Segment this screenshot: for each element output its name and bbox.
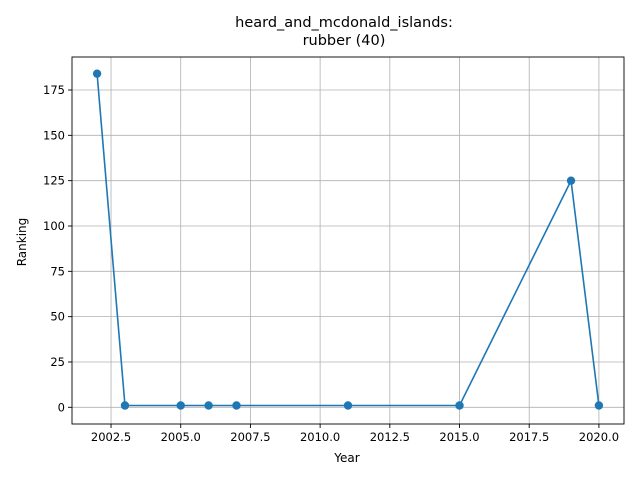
x-tick-label: 2015.0 xyxy=(439,430,479,444)
y-axis-ticks: 0 25 50 75 100 125 150 175 xyxy=(43,83,72,414)
y-tick-label: 0 xyxy=(58,400,65,414)
data-point-2020 xyxy=(594,401,604,410)
x-tick-label: 2012.5 xyxy=(370,430,410,444)
x-tick-label: 2007.5 xyxy=(230,430,270,444)
data-point-2002 xyxy=(92,69,102,78)
data-point-2005 xyxy=(176,401,185,410)
data-point-2006 xyxy=(204,401,213,410)
y-axis-label: Ranking xyxy=(15,218,29,267)
x-tick-label: 2020.0 xyxy=(579,430,619,444)
x-tick-label: 2010.0 xyxy=(300,430,340,444)
data-point-2007 xyxy=(232,401,241,410)
series-line-0 xyxy=(96,73,600,407)
data-point-2015 xyxy=(455,401,464,410)
y-tick-label: 175 xyxy=(43,83,65,97)
plot-frame xyxy=(71,56,625,425)
x-axis-label: Year xyxy=(333,451,359,465)
y-tick-label: 50 xyxy=(50,310,65,324)
data-point-2019 xyxy=(566,176,576,185)
y-tick-label: 125 xyxy=(43,174,65,188)
chart-title-line-2: rubber (40) xyxy=(303,33,386,49)
grid-lines xyxy=(72,57,624,424)
y-tick-label: 100 xyxy=(43,219,65,233)
chart-title-line-1: heard_and_mcdonald_islands: xyxy=(235,15,453,31)
x-axis-ticks: 2002.5 2005.0 2007.5 2010.0 2012.5 2015.0 2017… xyxy=(91,424,619,444)
y-tick-label: 75 xyxy=(50,264,65,278)
x-tick-label: 2017.5 xyxy=(509,430,549,444)
data-point-2011 xyxy=(343,401,353,410)
x-tick-label: 2002.5 xyxy=(91,430,131,444)
y-tick-label: 25 xyxy=(50,355,65,369)
series-layer xyxy=(92,69,604,410)
y-tick-label: 150 xyxy=(43,128,65,142)
x-tick-label: 2005.0 xyxy=(161,430,201,444)
data-point-2003 xyxy=(120,401,130,410)
